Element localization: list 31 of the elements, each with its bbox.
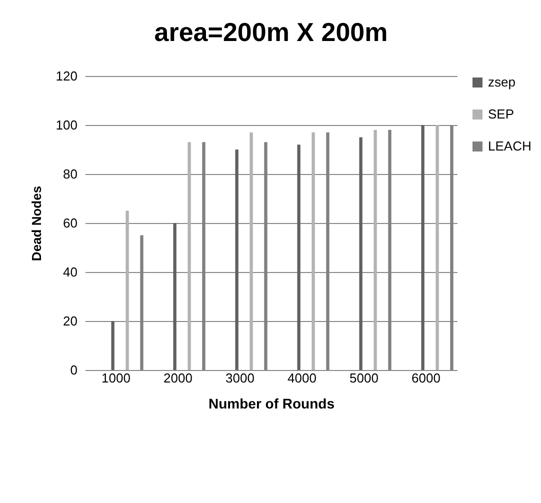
x-tick-label: 4000 bbox=[288, 370, 316, 386]
y-tick-label: 80 bbox=[63, 166, 78, 182]
y-tick-label: 40 bbox=[63, 264, 78, 280]
bar bbox=[359, 137, 362, 370]
y-tick-label: 20 bbox=[63, 314, 78, 328]
bar bbox=[126, 210, 129, 370]
bar bbox=[111, 321, 114, 370]
bar bbox=[374, 130, 377, 370]
chart-title: area=200m X 200m bbox=[154, 17, 388, 47]
legend-label: LEACH bbox=[488, 138, 532, 154]
legend-label: SEP bbox=[488, 106, 514, 122]
x-tick-label: 1000 bbox=[102, 370, 130, 386]
bar bbox=[235, 150, 238, 370]
x-tick-label: 6000 bbox=[412, 370, 440, 386]
y-tick-label: 60 bbox=[63, 216, 78, 230]
y-tick-label: 100 bbox=[56, 118, 78, 132]
x-axis-title: Number of Rounds bbox=[208, 396, 335, 412]
x-tick-label: 5000 bbox=[350, 370, 378, 386]
x-tick-label: 2000 bbox=[164, 370, 192, 386]
x-tick-label: 3000 bbox=[226, 370, 254, 386]
bar bbox=[250, 132, 253, 370]
bar bbox=[312, 132, 315, 370]
bar bbox=[173, 223, 176, 370]
legend-label: zsep bbox=[488, 74, 516, 90]
bar bbox=[436, 125, 439, 370]
y-axis-title: Dead Nodes bbox=[28, 186, 44, 262]
bar bbox=[421, 125, 424, 370]
bar bbox=[188, 142, 191, 370]
y-tick-label: 0 bbox=[70, 362, 78, 378]
bar bbox=[297, 144, 300, 370]
y-tick-label: 120 bbox=[56, 68, 78, 84]
